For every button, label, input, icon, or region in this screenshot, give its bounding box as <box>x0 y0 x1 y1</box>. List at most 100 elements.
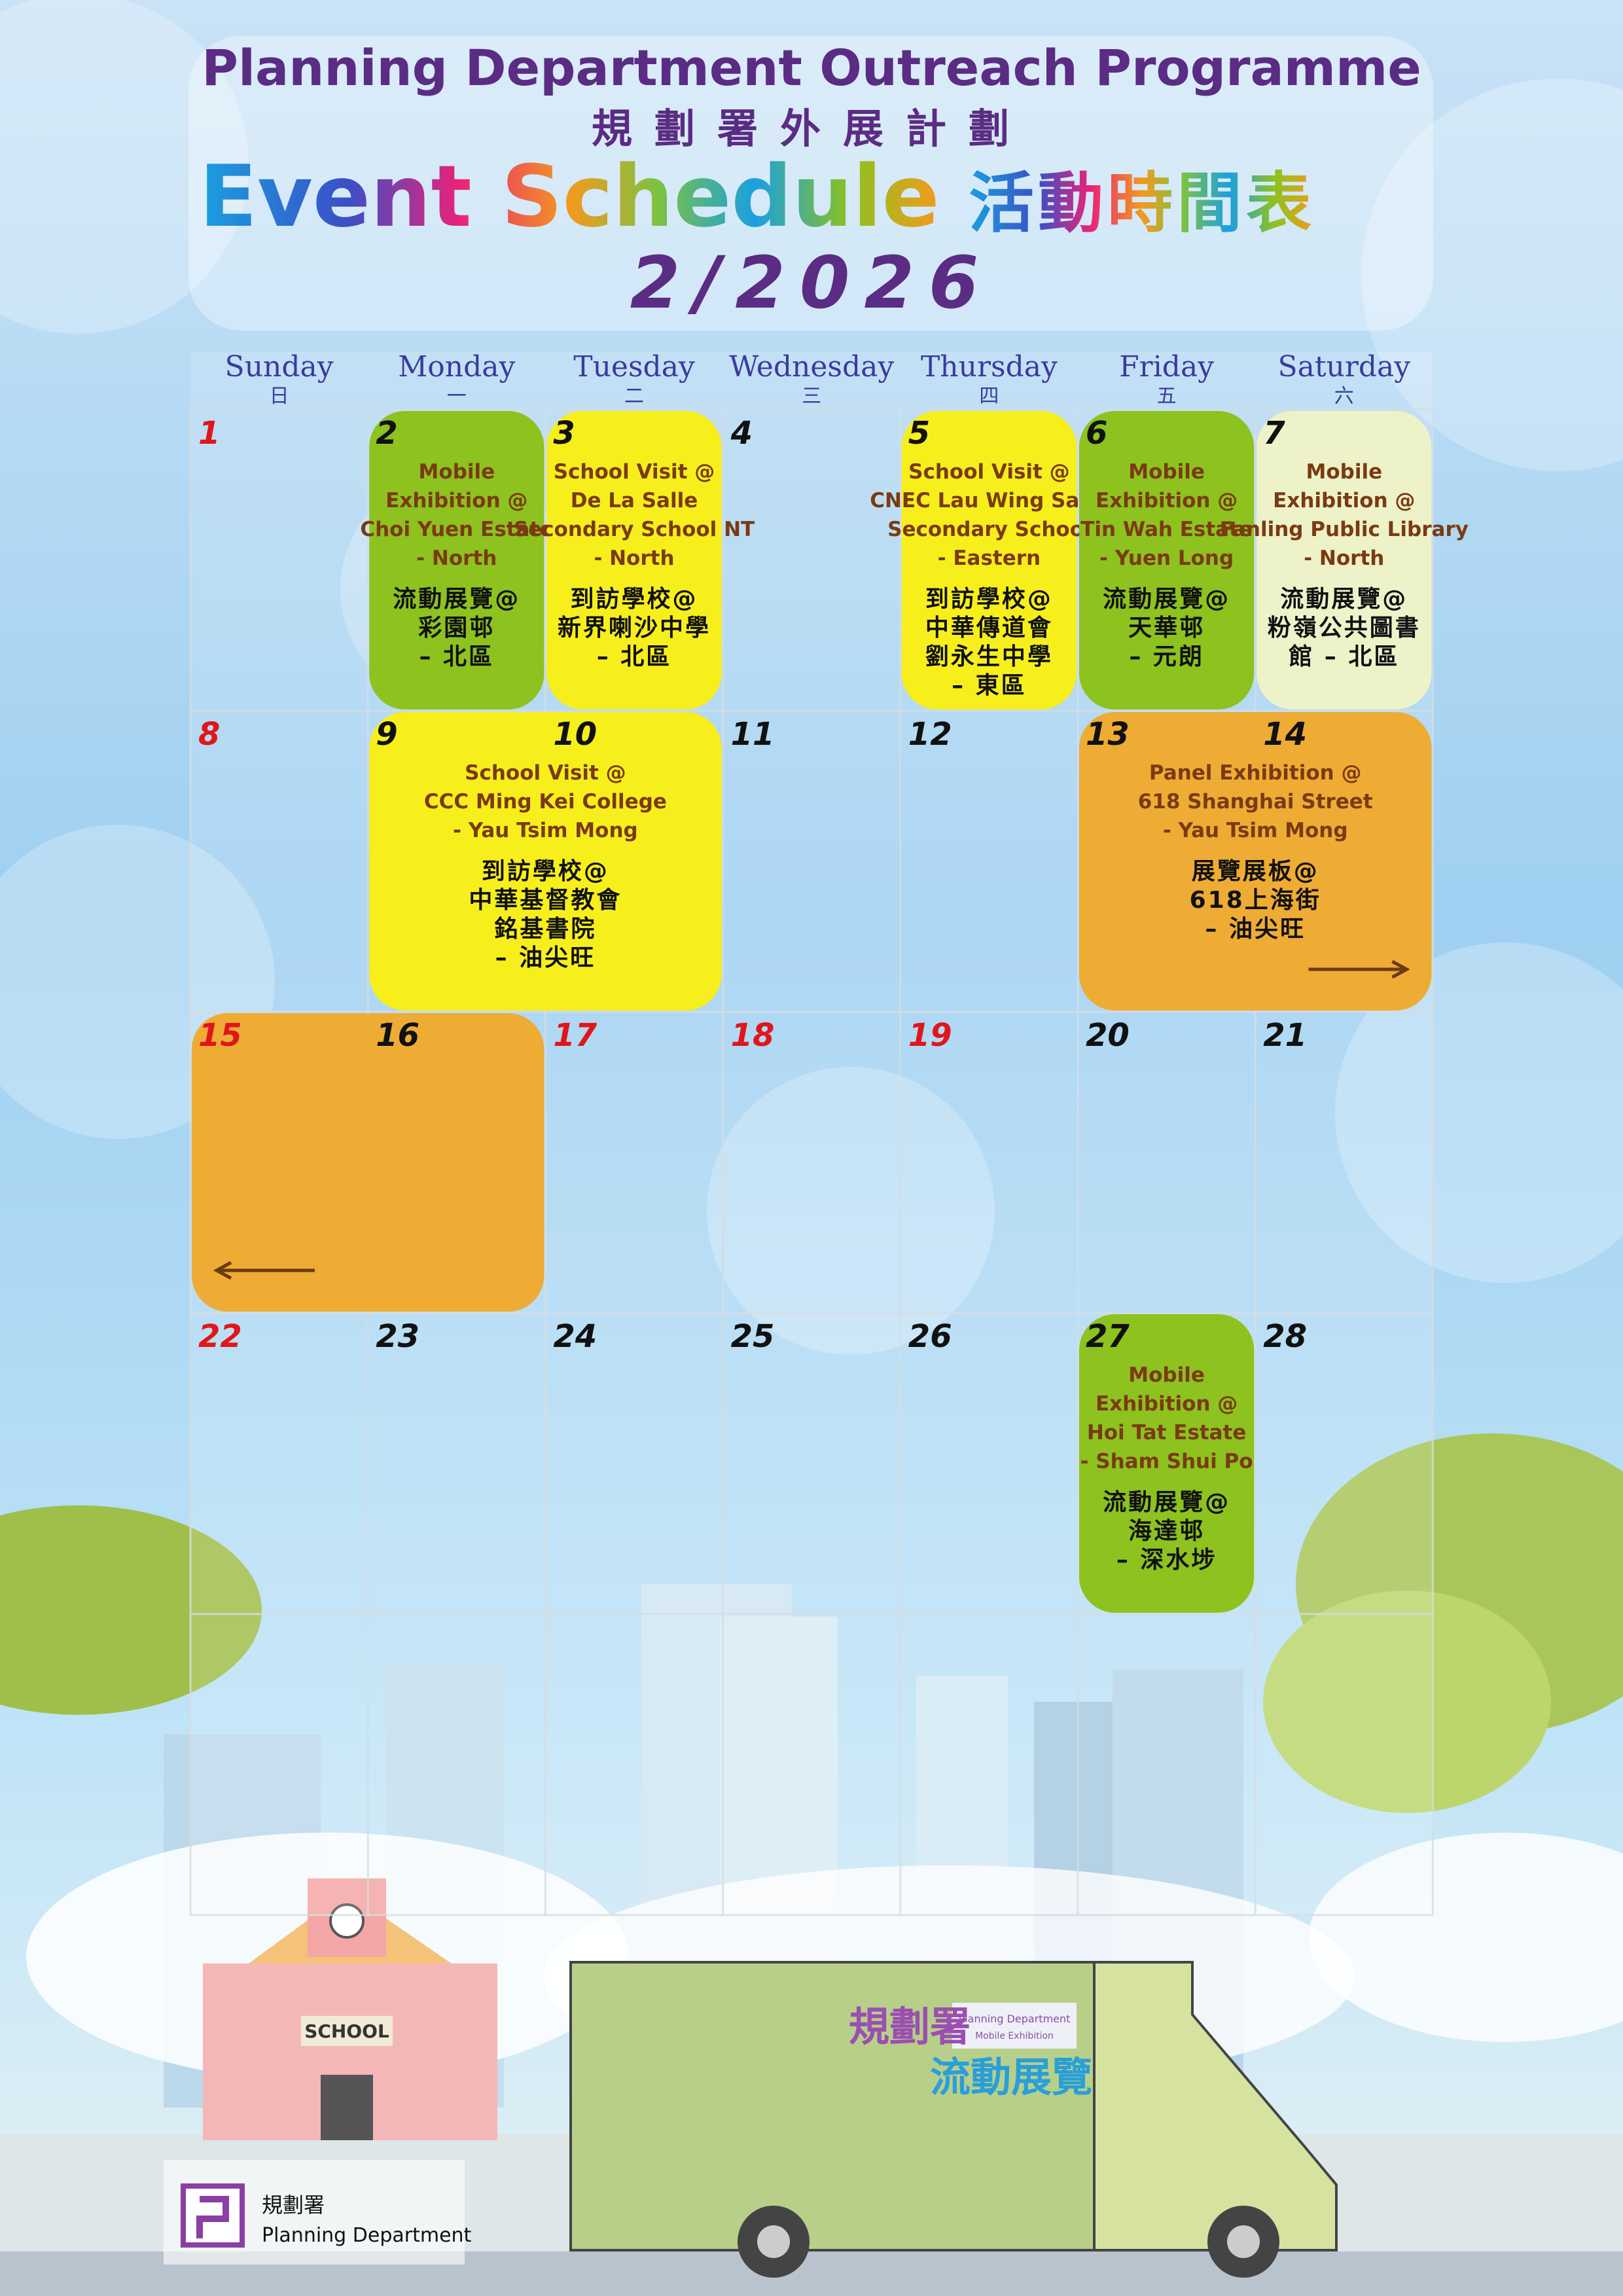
day-number: 11 <box>731 716 775 753</box>
day-number: 28 <box>1263 1318 1307 1355</box>
event-text-zh: – 北區 <box>597 643 672 670</box>
day-number: 7 <box>1263 415 1285 452</box>
event-text: - Yau Tsim Mong <box>1163 819 1348 842</box>
weekday: Thursday <box>921 350 1058 384</box>
day-number: 3 <box>553 415 575 452</box>
day-number: 4 <box>730 415 753 452</box>
event-box <box>1079 1314 1255 1613</box>
logo-zh: 規劃署 <box>262 2193 325 2217</box>
event-text: De La Salle <box>571 489 698 512</box>
event-box <box>546 411 722 709</box>
event-box <box>369 712 722 1011</box>
event-text: Exhibition @ <box>385 489 527 512</box>
event-text: Mobile <box>1128 1363 1205 1387</box>
day-number: 1 <box>198 415 220 452</box>
event-text: Exhibition @ <box>1096 1392 1238 1416</box>
event-text-zh: – 元朗 <box>1129 643 1204 670</box>
event-text: - North <box>1304 547 1384 570</box>
event-text-zh: 到訪學校@ <box>482 858 609 885</box>
event-text-zh: 銘基書院 <box>494 916 596 942</box>
day-number: 10 <box>553 716 597 753</box>
weekday: Tuesday <box>573 350 695 384</box>
event-text-zh: – 東區 <box>952 672 1027 699</box>
day-number: 2 <box>376 415 397 452</box>
event-text: Mobile <box>418 460 495 484</box>
title-zh: 規劃署外展計劃 <box>592 105 1031 152</box>
weekday-zh: 五 <box>1157 385 1177 408</box>
weekday: Sunday <box>225 350 334 384</box>
event-box <box>1079 712 1432 1011</box>
logo-en: Planning Department <box>262 2224 472 2247</box>
event-text-zh: 流動展覽@ <box>1280 586 1408 613</box>
weekday-zh: 四 <box>979 385 999 408</box>
event-text-zh: – 深水埗 <box>1116 1547 1217 1573</box>
event-text-zh: 館 – 北區 <box>1289 643 1399 670</box>
event-text: - Eastern <box>938 547 1041 570</box>
arrow <box>213 1261 315 1280</box>
weekday-zh: 三 <box>802 385 821 408</box>
event-text-zh: 天華邨 <box>1128 615 1205 641</box>
event-text-zh: – 北區 <box>419 643 495 670</box>
event-text: School Visit @ <box>554 460 715 484</box>
event-text: CNEC Lau Wing Sang <box>870 489 1108 512</box>
event-text: Hoi Tat Estate <box>1087 1421 1247 1444</box>
event-text: - Yau Tsim Mong <box>453 819 638 842</box>
event-text-zh: 展覽展板@ <box>1192 858 1319 885</box>
day-number: 19 <box>908 1017 952 1054</box>
truck: Planning Department Mobile Exhibition 規劃… <box>569 1961 1338 2278</box>
day-number: 27 <box>1086 1318 1130 1355</box>
truck-title: 規劃署 <box>849 2003 971 2051</box>
event-text-zh: 到訪學校@ <box>925 586 1053 613</box>
weekday-zh: 日 <box>270 385 289 408</box>
event-text-zh: 劉永生中學 <box>925 643 1053 670</box>
event-box <box>369 411 544 709</box>
event-text: - Sham Shui Po <box>1080 1450 1253 1473</box>
day-number: 14 <box>1263 716 1307 753</box>
event-text-zh: 中華基督教會 <box>469 887 622 914</box>
day-number: 16 <box>376 1017 419 1054</box>
weekday-zh: 一 <box>447 385 467 408</box>
day-number: 15 <box>198 1017 242 1054</box>
day-number: 20 <box>1086 1017 1130 1054</box>
event-text-zh: 流動展覽@ <box>393 586 520 613</box>
truck-label: Planning Department <box>959 2013 1071 2025</box>
day-number: 5 <box>908 415 930 452</box>
day-number: 21 <box>1263 1017 1307 1054</box>
month: 2/2026 <box>630 241 993 325</box>
weekday: Wednesday <box>729 350 894 384</box>
day-number: 24 <box>553 1318 597 1355</box>
event-text: - Yuen Long <box>1099 547 1234 570</box>
day-number: 8 <box>198 716 220 753</box>
event-text: Tin Wah Estate <box>1080 518 1253 541</box>
event-text: - North <box>416 547 497 570</box>
day-number: 6 <box>1086 415 1107 452</box>
event-text: Exhibition @ <box>1273 489 1415 512</box>
heading-zh: 活動時間表 <box>969 165 1315 242</box>
event-text: Mobile <box>1128 460 1205 484</box>
event-box <box>1257 411 1432 709</box>
event-text-zh: 618上海街 <box>1190 887 1321 914</box>
event-text: Choi Yuen Estate <box>360 518 553 541</box>
event-text: - North <box>594 547 674 570</box>
day-number: 9 <box>376 716 397 753</box>
event-text-zh: 新界喇沙中學 <box>558 615 711 641</box>
school-sign: SCHOOL <box>304 2020 389 2042</box>
day-number: 13 <box>1086 716 1130 753</box>
day-number: 18 <box>731 1017 775 1054</box>
event-text: 618 Shanghai Street <box>1138 790 1373 814</box>
weekday-zh: 六 <box>1334 385 1354 408</box>
event-text: Secondary School NT <box>514 518 755 541</box>
event-box <box>901 411 1077 709</box>
day-number: 26 <box>908 1318 952 1355</box>
weekday: Monday <box>398 350 515 384</box>
event-text-zh: – 油尖旺 <box>1205 916 1306 942</box>
weekday: Saturday <box>1277 350 1410 384</box>
day-number: 22 <box>198 1318 242 1355</box>
event-text: Panel Exhibition @ <box>1149 761 1362 785</box>
event-text: Exhibition @ <box>1096 489 1238 512</box>
day-number: 23 <box>376 1318 419 1355</box>
event-box <box>1079 411 1255 709</box>
truck-title: 流動展覽 <box>930 2053 1092 2101</box>
